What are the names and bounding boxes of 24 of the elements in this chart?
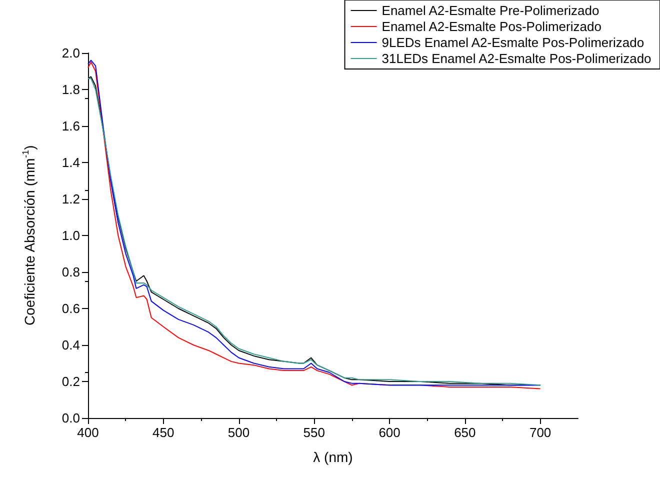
legend-label: Enamel A2-Esmalte Pre-Polimerizado <box>382 3 600 18</box>
y-tick-label: 0.0 <box>62 410 80 426</box>
x-tick-label: 650 <box>454 425 476 440</box>
y-axis-title: Coeficiente Absorción (mm-1) <box>20 145 38 326</box>
legend-label: 9LEDs Enamel A2-Esmalte Pos-Polimerizado <box>382 35 644 50</box>
y-tick-label: 1.4 <box>62 155 80 170</box>
x-tick-label: 400 <box>77 425 99 440</box>
legend-label: 31LEDs Enamel A2-Esmalte Pos-Polimerizado <box>382 51 652 66</box>
x-tick-label: 500 <box>228 425 250 440</box>
y-tick-label: 1.6 <box>62 118 80 134</box>
x-tick-label: 700 <box>529 425 552 440</box>
x-axis-title: λ (nm) <box>313 449 353 465</box>
y-tick-label: 1.8 <box>62 82 80 97</box>
y-tick-label: 1.0 <box>62 228 80 243</box>
y-tick-label: 0.6 <box>62 301 80 316</box>
x-tick-label: 550 <box>303 425 326 440</box>
y-tick-label: 0.8 <box>62 264 80 280</box>
y-tick-label: 1.2 <box>62 192 80 206</box>
x-tick-label: 600 <box>378 425 400 440</box>
x-tick-label: 450 <box>152 425 174 440</box>
y-tick-label: 2.0 <box>62 46 80 60</box>
y-tick-label: 0.2 <box>62 374 80 389</box>
y-tick-label: 0.4 <box>62 338 80 352</box>
legend-label: Enamel A2-Esmalte Pos-Polimerizado <box>382 19 602 34</box>
